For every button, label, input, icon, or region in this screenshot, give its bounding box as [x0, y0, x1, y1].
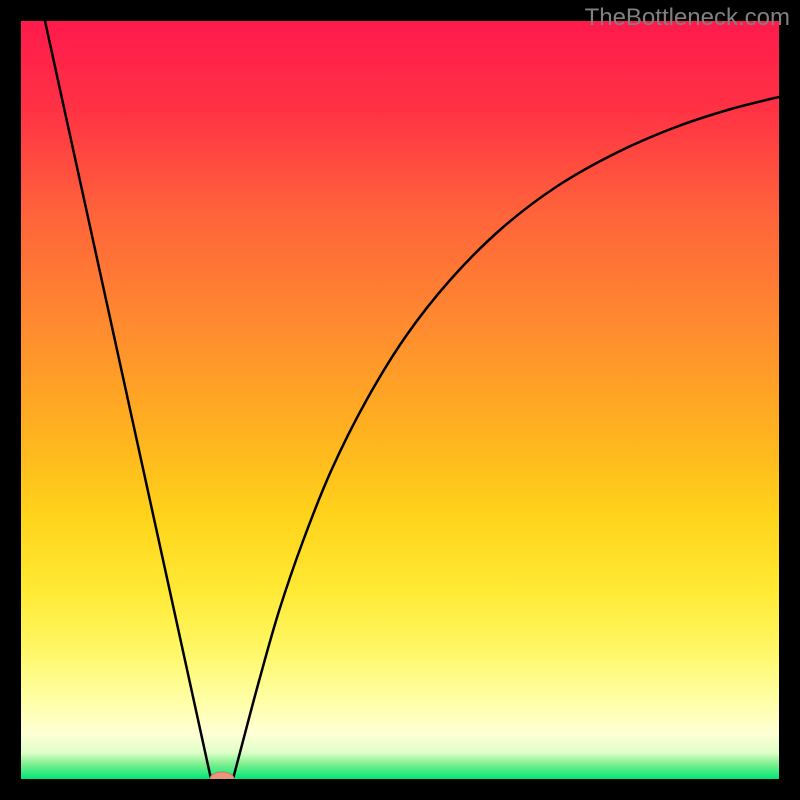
gradient-background: [21, 21, 779, 779]
chart-svg: [0, 0, 800, 800]
chart-container: [0, 0, 800, 800]
watermark-text: TheBottleneck.com: [585, 4, 790, 32]
